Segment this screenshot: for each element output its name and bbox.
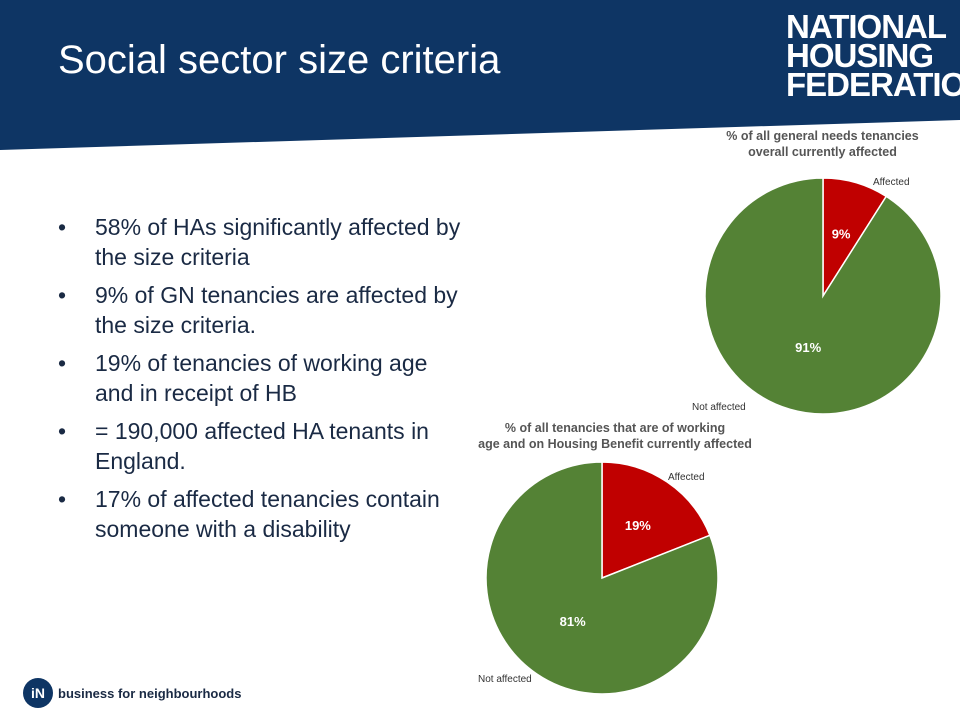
pie-chart-2-title: % of all tenancies that are of working a… — [470, 420, 760, 452]
logo-line-1: NATIONAL — [786, 8, 947, 45]
pie-1-slice-not-affected — [704, 177, 942, 415]
pie-1-category-label: Not affected — [692, 402, 746, 413]
bullet-item: 19% of tenancies of working age and in r… — [58, 348, 468, 408]
pie-1-category-label: Affected — [873, 177, 910, 188]
pie-1-value-label: 91% — [795, 340, 821, 355]
bullet-list: 58% of HAs significantly affected by the… — [58, 212, 468, 552]
pie-chart-2-title-line: age and on Housing Benefit currently aff… — [478, 437, 752, 451]
pie-chart-1-title-line: % of all general needs tenancies — [726, 129, 919, 143]
bullet-item: 17% of affected tenancies contain someon… — [58, 484, 468, 544]
bullet-item: 9% of GN tenancies are affected by the s… — [58, 280, 468, 340]
pie-2-value-label: 81% — [560, 614, 586, 629]
logo-line-2: HOUSING — [786, 37, 934, 74]
in-logo-icon: iN — [23, 678, 53, 708]
bullet-item: 58% of HAs significantly affected by the… — [58, 212, 468, 272]
pie-2-slice-not-affected — [485, 461, 719, 695]
pie-chart-2-title-line: % of all tenancies that are of working — [504, 421, 726, 435]
page-title: Social sector size criteria — [58, 38, 501, 82]
bullet-item: = 190,000 affected HA tenants in England… — [58, 416, 468, 476]
logo-line-3: FEDERATION — [786, 66, 960, 103]
pie-2-value-label: 19% — [625, 518, 651, 533]
header-banner: Social sector size criteria NATIONAL HOU… — [0, 0, 960, 150]
in-logo-letters: iN — [31, 685, 45, 701]
pie-chart-1: 9% 91% Affected Not affected — [692, 177, 942, 415]
header-background — [0, 0, 960, 150]
pie-chart-1-title: % of all general needs tenancies overall… — [690, 128, 955, 160]
pie-chart-1-title-line: overall currently affected — [748, 145, 897, 159]
pie-chart-2: 19% 81% Affected Not affected — [478, 461, 719, 695]
pie-2-category-label: Affected — [668, 472, 705, 483]
pie-1-value-label: 9% — [832, 227, 851, 242]
pie-2-category-label: Not affected — [478, 674, 532, 685]
footer-tagline: business for neighbourhoods — [58, 686, 242, 701]
pie-2-slice-affected — [601, 461, 711, 580]
national-housing-federation-logo: NATIONAL HOUSING FEDERATION — [786, 8, 960, 103]
